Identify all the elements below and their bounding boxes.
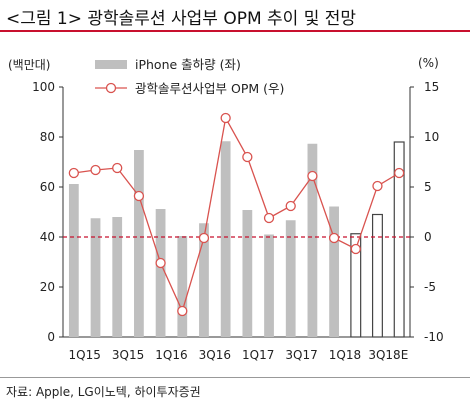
left-tick-label: 100	[32, 80, 55, 94]
left-tick-label: 80	[40, 130, 55, 144]
x-tick-label: 1Q15	[69, 348, 101, 362]
bar	[242, 210, 253, 337]
legend-line-marker	[105, 82, 117, 94]
opm-point	[133, 190, 145, 202]
opm-point	[285, 200, 296, 212]
x-tick-label: 3Q15	[112, 348, 144, 362]
bar	[285, 220, 296, 337]
forecast-bar	[350, 233, 362, 338]
x-tick-label: 3Q18E	[368, 348, 408, 362]
right-tick-label: 5	[424, 180, 432, 194]
legend-line-label: 광학솔루션사업부 OPM (우)	[135, 81, 284, 96]
opm-point	[307, 170, 318, 182]
opm-point	[68, 167, 79, 179]
opm-point	[220, 112, 231, 124]
bar	[329, 206, 339, 337]
x-tick-label: 1Q16	[155, 348, 187, 362]
bar	[307, 143, 318, 337]
title-divider	[0, 30, 470, 32]
x-tick-label: 1Q18	[329, 348, 361, 362]
bar	[134, 150, 144, 337]
bar	[90, 218, 101, 337]
left-tick-label: 60	[40, 180, 55, 194]
opm-point	[177, 305, 188, 317]
chart-title: <그림 1> 광학솔루션 사업부 OPM 추이 및 전망	[6, 9, 357, 29]
opm-point	[372, 180, 383, 192]
bar	[155, 209, 166, 337]
source-note: 자료: Apple, LG이노텍, 하이투자증권	[6, 385, 201, 399]
opm-point	[350, 243, 361, 255]
right-tick-label: 0	[424, 230, 432, 244]
bar	[199, 223, 209, 337]
x-tick-label: 3Q17	[285, 348, 317, 362]
opm-point	[242, 151, 253, 163]
opm-point	[90, 164, 101, 176]
opm-point	[112, 162, 123, 174]
bar	[177, 236, 188, 337]
opm-line	[73, 116, 400, 313]
forecast-bar	[371, 213, 383, 338]
opm-point	[328, 232, 340, 244]
right-tick-label: 15	[424, 80, 439, 94]
source-divider	[0, 377, 470, 378]
opm-point	[155, 257, 166, 269]
left-tick-label: 0	[47, 330, 55, 344]
x-tick-label: 1Q17	[242, 348, 274, 362]
right-tick-label: -5	[424, 280, 436, 294]
left-tick-label: 20	[40, 280, 55, 294]
right-tick-label: 10	[424, 130, 439, 144]
legend-bar-label: iPhone 출하량 (좌)	[135, 57, 241, 72]
bar	[220, 141, 231, 337]
opm-point	[394, 167, 405, 179]
legend-bar-swatch	[95, 60, 127, 69]
right-tick-label: -10	[424, 330, 444, 344]
bar	[264, 234, 274, 337]
opm-point	[263, 212, 275, 224]
bar	[112, 217, 123, 337]
opm-point	[198, 232, 210, 244]
forecast-bar	[393, 141, 405, 338]
right-axis-unit: (%)	[418, 56, 439, 70]
bar	[68, 184, 79, 337]
left-tick-label: 40	[40, 230, 55, 244]
left-axis-unit: (백만대)	[8, 58, 51, 72]
x-tick-label: 3Q16	[199, 348, 231, 362]
chart-canvas: 0 20 40 60 80 100 -10 -5 0 5 10 15 1Q15 3Q15 1Q16 3Q16 1…	[32, 57, 444, 362]
